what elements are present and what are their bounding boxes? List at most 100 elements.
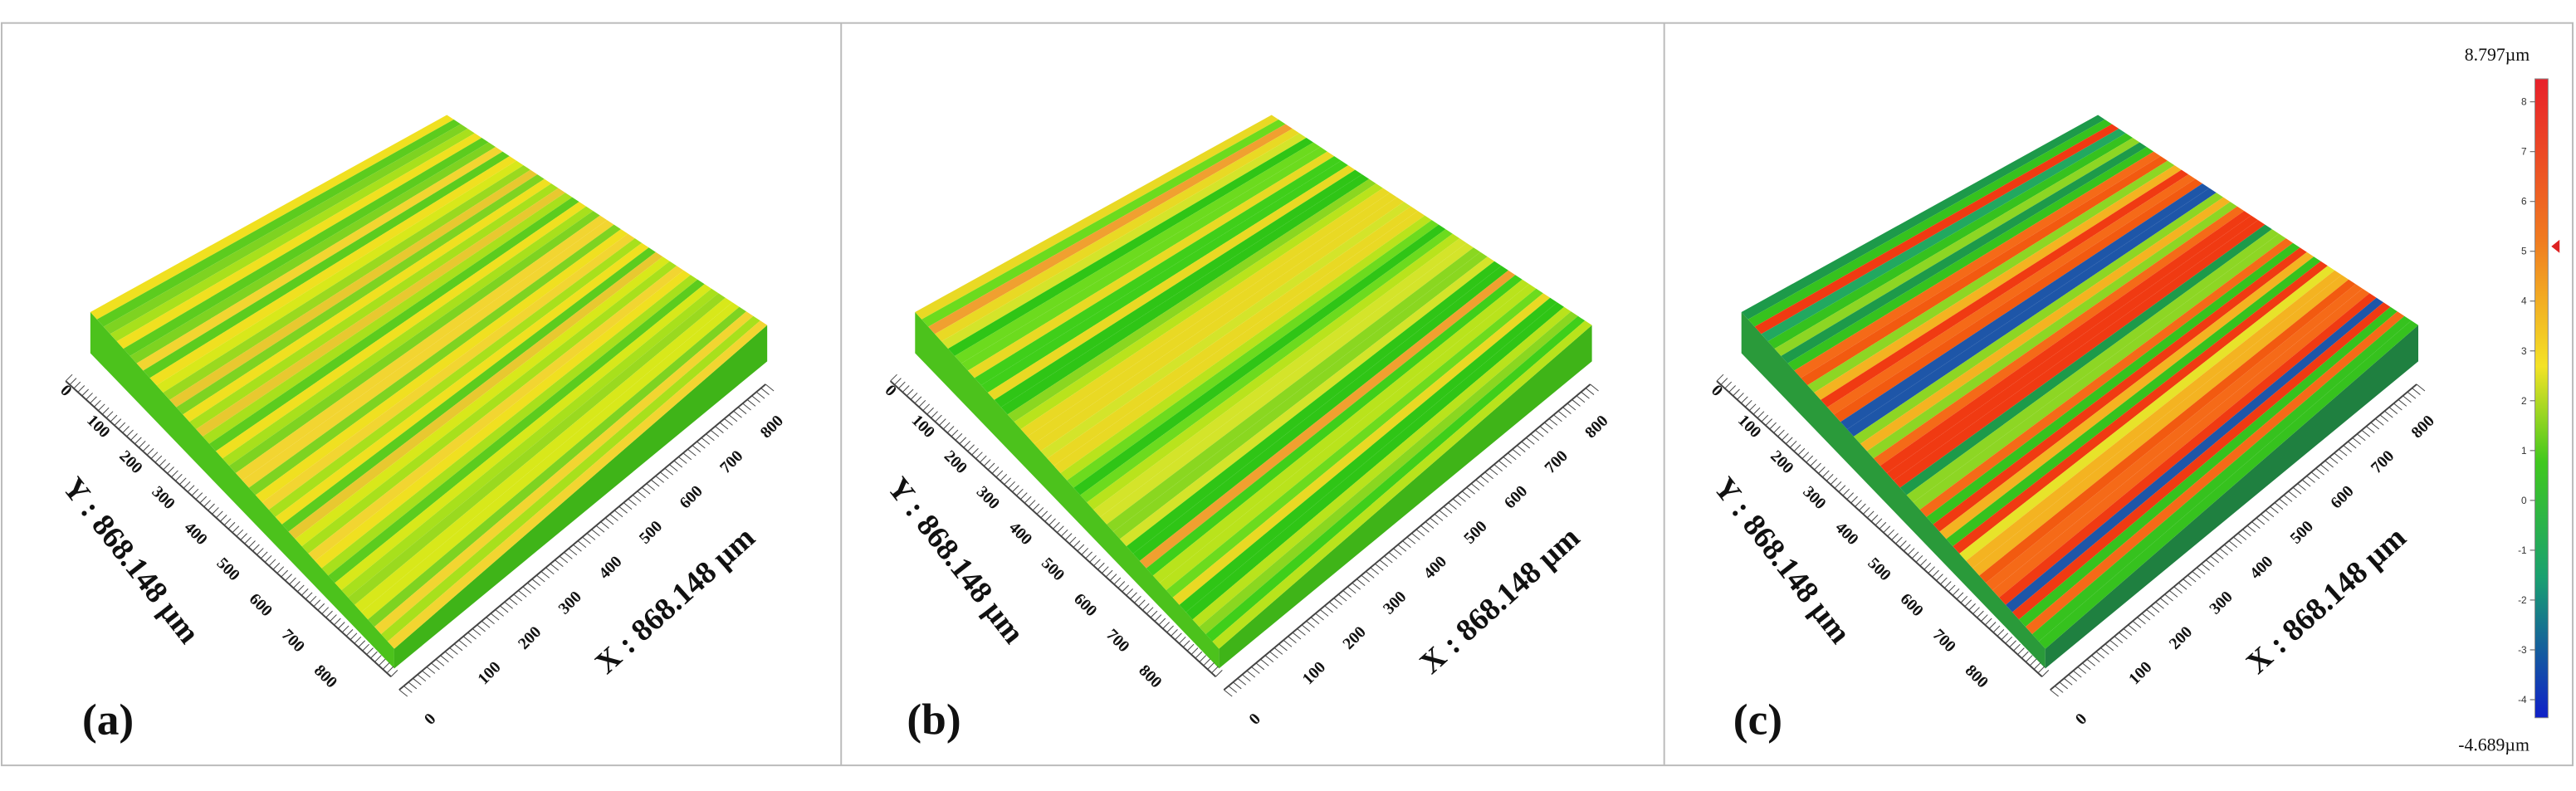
x-axis-minor (2119, 632, 2128, 640)
x-axis-minor (1288, 636, 1297, 643)
y-axis-minor (1984, 618, 1992, 626)
surface-stripe (130, 142, 496, 364)
y-axis-minor (1932, 569, 1939, 578)
y-axis-minor (1793, 444, 1801, 452)
surface-stripe (1939, 251, 2314, 540)
surface-stripe (374, 311, 754, 634)
y-axis-minor (134, 437, 142, 445)
y-axis-minor (1846, 492, 1855, 500)
x-axis-minor (1233, 681, 1242, 690)
x-axis-minor (1535, 429, 1544, 437)
surface-stripe (1879, 211, 2251, 473)
x-axis-minor (2412, 388, 2421, 395)
x-axis-minor (453, 643, 463, 652)
surface-stripe (1080, 229, 1453, 503)
x-axis-minor (1306, 620, 1315, 628)
surface-stripe (341, 288, 719, 598)
x-axis-minor (1328, 601, 1338, 609)
x-axis-minor (2196, 567, 2206, 575)
y-axis-minor (330, 614, 337, 622)
y-axis-minor (1748, 403, 1757, 412)
x-axis-minor (701, 437, 711, 445)
y-axis-minor (1875, 518, 1883, 526)
x-axis-minor (1228, 686, 1238, 693)
y-axis-minor (1117, 581, 1126, 588)
y-axis-minor (257, 548, 264, 555)
y-axis-minor (987, 462, 995, 471)
surface-stripe (110, 129, 475, 342)
x-axis-minor (706, 433, 715, 442)
surface-stripe (136, 147, 503, 371)
x-axis-minor (2384, 410, 2393, 418)
y-axis-minor (1842, 488, 1850, 496)
surface-stripe (1794, 151, 2161, 378)
surface-stripe (1906, 229, 2280, 503)
x-axis-minor (595, 525, 605, 533)
surface-stripe (288, 251, 663, 540)
surface-panel: 0100200300400500600700800010020030040050… (880, 115, 1612, 745)
y-axis-minor (268, 559, 276, 567)
x-axis-minor (1242, 674, 1251, 682)
surface-stripe (1027, 193, 1397, 444)
x-axis-minor (1397, 544, 1407, 552)
surface-stripe (335, 284, 712, 591)
y-axis-minor (1175, 632, 1182, 641)
y-axis-minor (1101, 566, 1109, 574)
x-axis-minor (1475, 479, 1484, 487)
x-axis-minor (1388, 552, 1398, 559)
surface-stripe (1087, 233, 1460, 510)
y-axis-minor (358, 640, 366, 648)
y-axis-minor (236, 529, 244, 537)
y-axis-minor (1724, 381, 1733, 389)
y-axis-minor (1972, 607, 1980, 614)
x-axis-minor (2077, 666, 2087, 674)
y-axis-minor (2025, 655, 2033, 662)
y-axis-minor (1186, 643, 1195, 652)
y-axis-minor (154, 455, 163, 463)
y-axis-minor (1891, 533, 1899, 540)
y-axis-minor (138, 440, 146, 448)
surface-stripe (1953, 261, 2328, 554)
colorbar-tick-label: 5 (2521, 246, 2527, 257)
y-axis-minor (97, 403, 105, 412)
x-axis-minor (1461, 491, 1471, 499)
surface-stripe (1986, 284, 2363, 591)
y-axis-minor (1028, 500, 1036, 507)
x-axis-minor (1576, 395, 1586, 403)
x-axis-minor (2150, 605, 2160, 613)
y-axis-minor (902, 385, 910, 393)
y-axis-minor (1911, 551, 1919, 559)
y-axis-minor (1899, 540, 1907, 548)
x-axis-minor (1361, 574, 1371, 583)
y-axis-minor (114, 418, 122, 426)
y-axis-minor (1012, 485, 1019, 493)
y-axis-minor (1150, 610, 1158, 618)
colorbar-tick-label: -1 (2518, 544, 2527, 556)
y-axis-minor (293, 581, 301, 588)
x-axis-minor (1539, 426, 1549, 433)
y-axis-minor (1057, 525, 1064, 533)
y-axis-minor (1943, 581, 1952, 588)
surface-stripe (196, 188, 565, 437)
y-axis-minor (1887, 529, 1894, 537)
x-axis-minor (568, 548, 578, 556)
x-axis-minor (1430, 517, 1439, 525)
y-axis-minor (2041, 670, 2050, 677)
x-axis-minor (458, 639, 467, 647)
x-axis-minor (687, 448, 697, 457)
surface-side (915, 311, 1220, 669)
x-axis-minor (1439, 510, 1448, 518)
y-axis-minor (1870, 515, 1879, 522)
y-axis-minor (1064, 533, 1073, 540)
y-axis-minor (1968, 603, 1976, 611)
x-axis-minor (545, 567, 555, 575)
x-axis-minor (2338, 448, 2348, 457)
y-axis-minor (1903, 544, 1911, 552)
x-axis-minor (2256, 517, 2266, 525)
x-axis-minor (540, 571, 550, 579)
surface-side (1219, 325, 1592, 669)
surface-stripe (255, 229, 628, 503)
surface-stripe (1159, 284, 1537, 591)
x-axis-minor (1457, 495, 1466, 502)
